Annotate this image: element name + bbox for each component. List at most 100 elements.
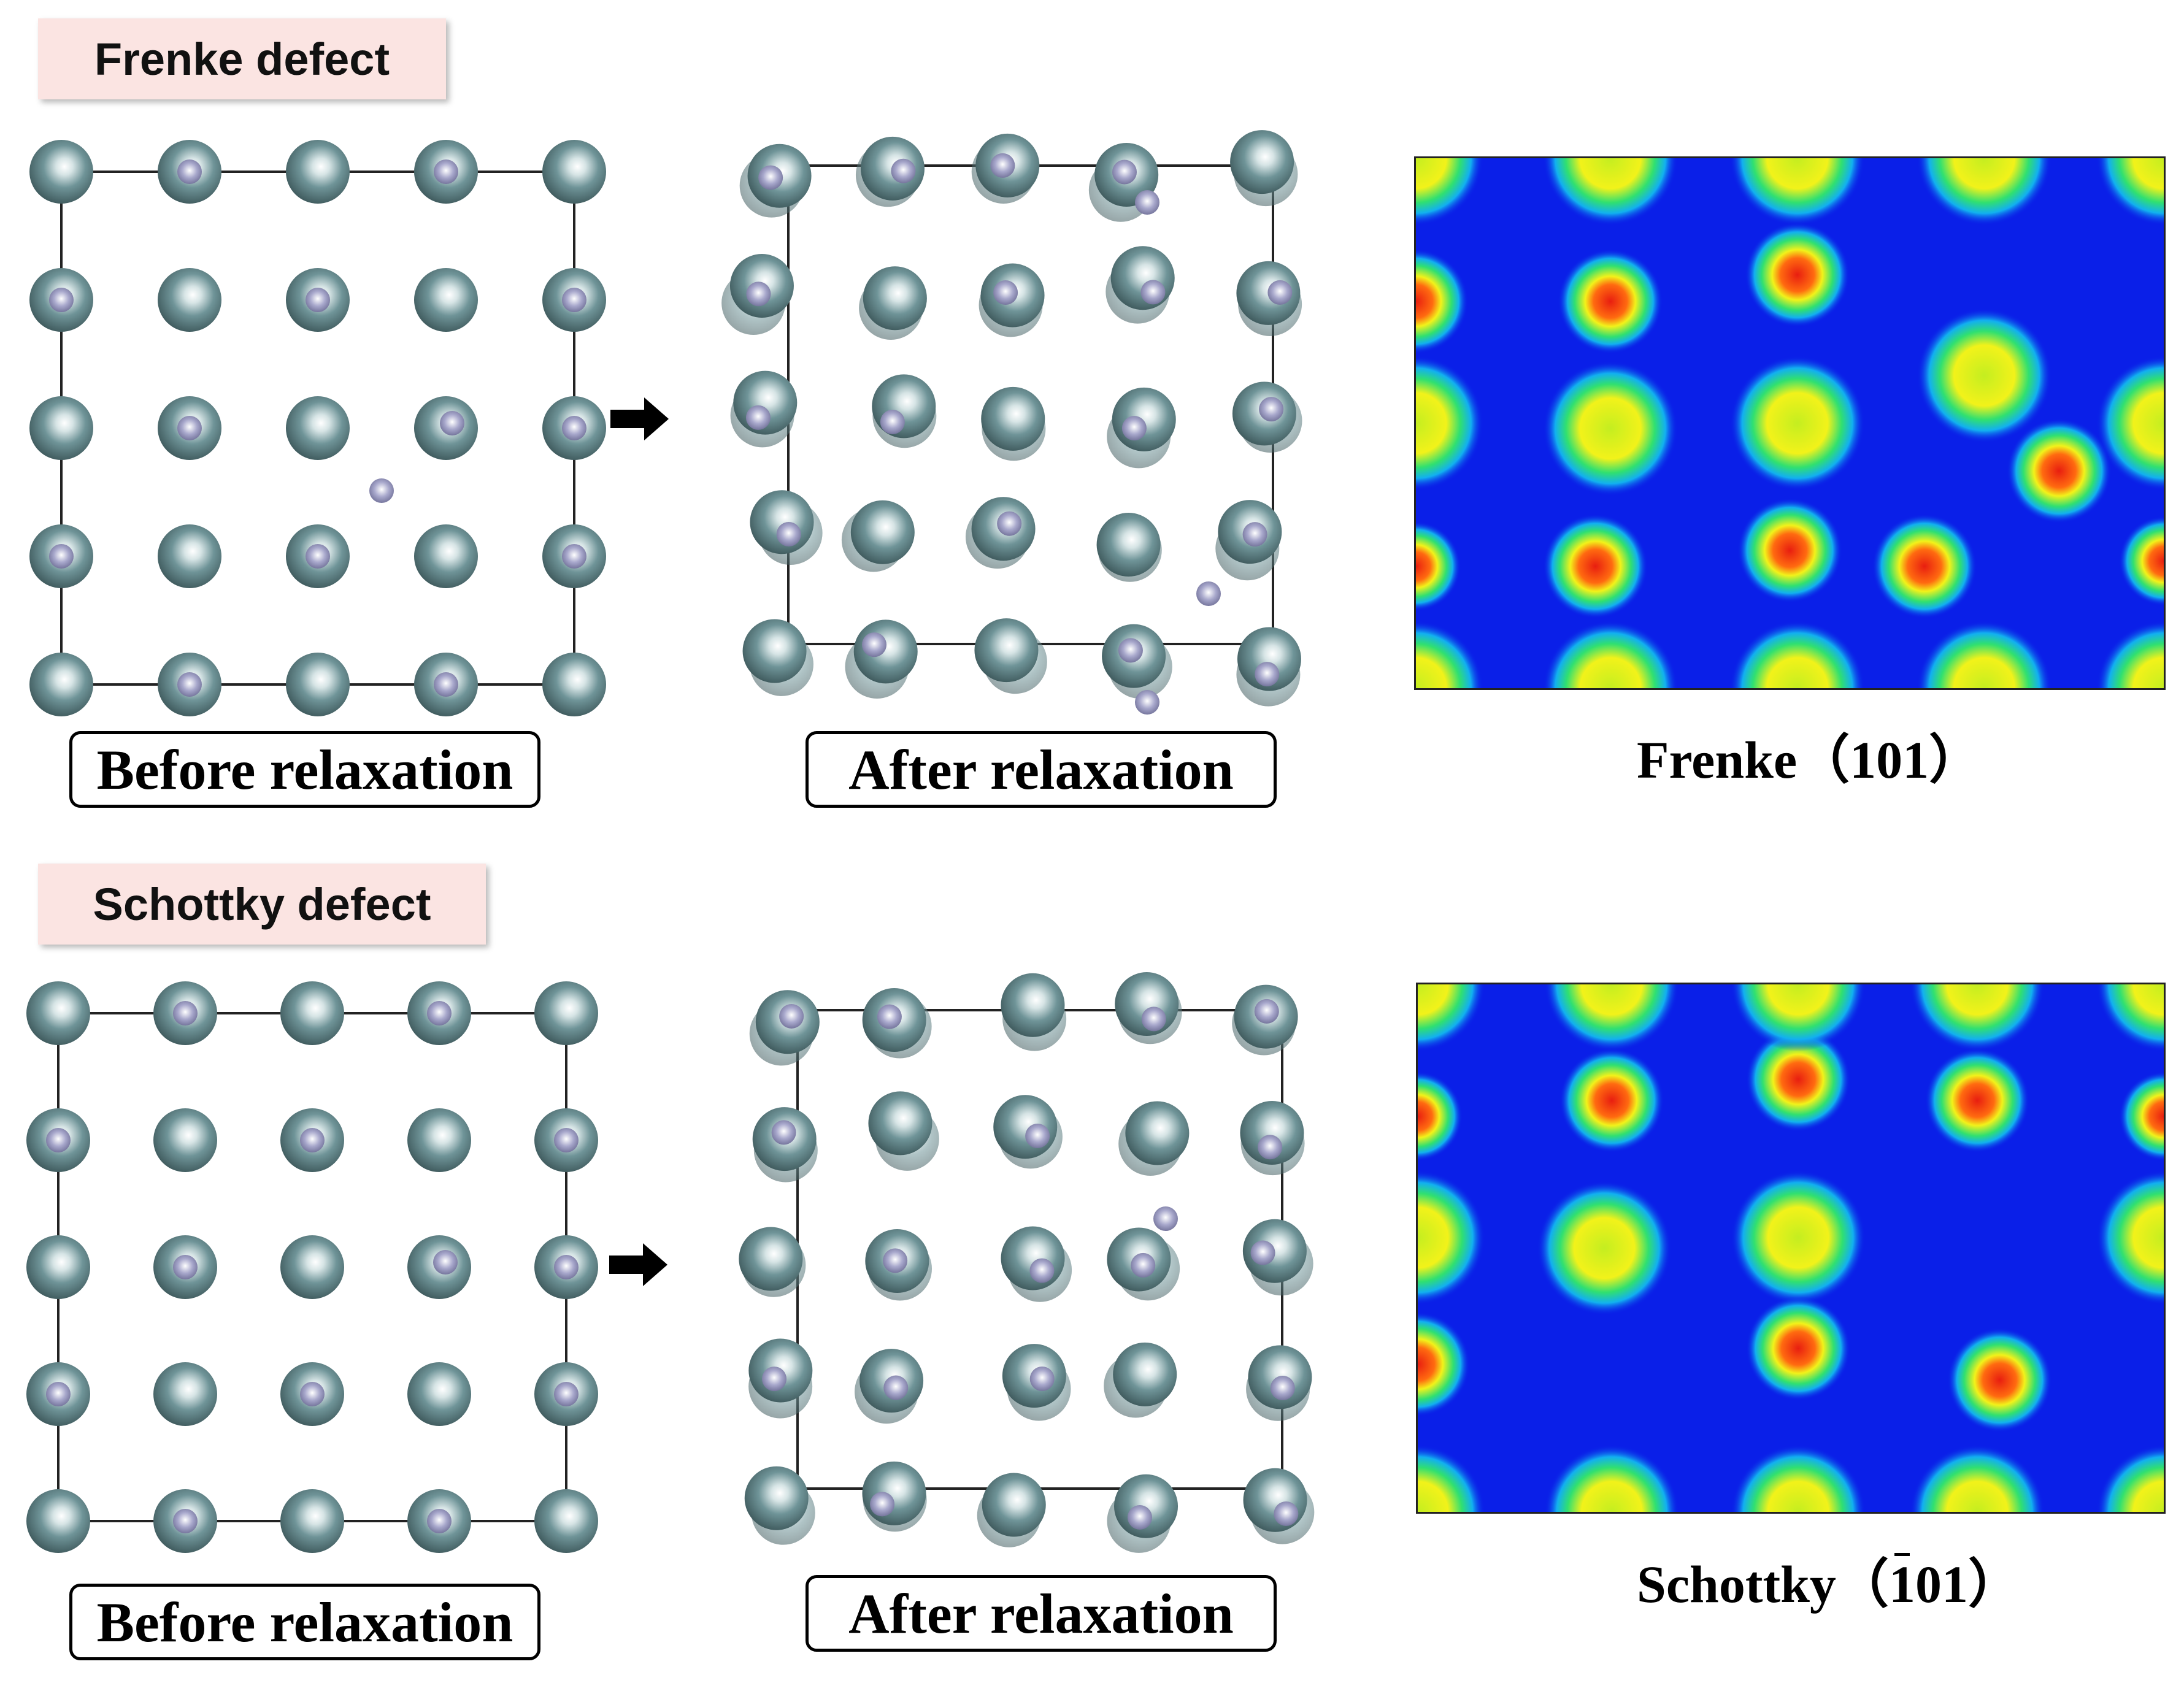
large-atom bbox=[29, 653, 93, 716]
large-atom bbox=[744, 1466, 809, 1530]
small-atom bbox=[177, 416, 202, 440]
small-atom bbox=[562, 416, 586, 440]
small-atom bbox=[883, 1375, 909, 1400]
density-peak bbox=[1543, 361, 1678, 496]
large-atom bbox=[742, 619, 807, 683]
large-atom bbox=[280, 1235, 344, 1299]
large-atom bbox=[1001, 1226, 1065, 1290]
density-peak bbox=[1910, 1444, 2045, 1512]
frenkel-before-caption: Before relaxation bbox=[69, 731, 540, 808]
large-atom bbox=[850, 500, 915, 564]
large-atom bbox=[863, 266, 927, 331]
small-atom bbox=[306, 288, 330, 312]
density-peak bbox=[1872, 513, 1977, 619]
density-peak bbox=[1910, 984, 2045, 1052]
small-atom bbox=[173, 1001, 198, 1026]
large-atom bbox=[534, 981, 598, 1045]
density-peak bbox=[1737, 498, 1842, 603]
small-atom bbox=[46, 1128, 71, 1152]
large-atom bbox=[1125, 1101, 1190, 1165]
small-atom bbox=[1255, 662, 1280, 687]
small-atom bbox=[883, 1248, 908, 1273]
small-atom bbox=[776, 522, 801, 547]
density-peak bbox=[1730, 158, 1865, 226]
small-atom bbox=[1254, 999, 1279, 1024]
density-peak bbox=[2119, 1072, 2164, 1161]
small-atom bbox=[300, 1382, 325, 1406]
density-peak bbox=[1418, 1170, 1485, 1305]
density-peak bbox=[1731, 984, 1866, 1052]
large-atom bbox=[1114, 1474, 1179, 1538]
density-peak bbox=[2096, 356, 2164, 491]
density-peak bbox=[1917, 308, 2052, 443]
large-atom bbox=[981, 386, 1045, 451]
density-peak bbox=[1416, 521, 1461, 611]
large-atom bbox=[1001, 973, 1065, 1037]
large-atom bbox=[414, 524, 478, 588]
density-peak bbox=[1544, 1444, 1679, 1512]
density-peak bbox=[1924, 1048, 2030, 1153]
large-atom bbox=[407, 1362, 471, 1426]
density-peak bbox=[1543, 158, 1678, 226]
frenkel-before-structure bbox=[29, 140, 606, 716]
frenkel-after-structure bbox=[721, 130, 1302, 715]
small-atom bbox=[554, 1128, 579, 1152]
small-atom bbox=[49, 544, 74, 569]
large-atom bbox=[872, 374, 936, 439]
schottky-defect-label: Schottky defect bbox=[38, 864, 486, 945]
large-atom bbox=[26, 981, 90, 1045]
large-atom bbox=[158, 268, 221, 332]
schottky-density-map bbox=[1416, 983, 2166, 1514]
density-peak bbox=[1416, 621, 1483, 688]
small-atom bbox=[1258, 1135, 1283, 1160]
small-atom bbox=[997, 511, 1022, 536]
large-atom bbox=[534, 1489, 598, 1553]
small-atom bbox=[1135, 190, 1159, 215]
small-atom bbox=[771, 1120, 796, 1145]
large-atom bbox=[1112, 387, 1176, 451]
small-atom bbox=[427, 1509, 452, 1533]
small-atom bbox=[46, 1382, 71, 1406]
density-peak bbox=[1917, 621, 2052, 688]
small-atom bbox=[554, 1382, 579, 1406]
small-atom bbox=[306, 544, 330, 569]
small-atom bbox=[779, 1003, 804, 1029]
small-atom bbox=[862, 632, 887, 657]
large-atom bbox=[868, 1091, 932, 1156]
large-atom bbox=[1113, 1342, 1177, 1406]
small-atom bbox=[1242, 522, 1267, 547]
small-atom bbox=[1025, 1124, 1050, 1149]
density-peak bbox=[2118, 516, 2164, 606]
large-atom bbox=[982, 1473, 1046, 1537]
large-atom bbox=[286, 396, 350, 460]
density-peak bbox=[1917, 158, 2052, 226]
large-atom bbox=[286, 653, 350, 716]
small-atom bbox=[562, 288, 586, 312]
small-atom bbox=[49, 288, 74, 312]
small-atom bbox=[434, 159, 458, 184]
density-peak bbox=[1559, 1048, 1664, 1153]
small-atom bbox=[1029, 1366, 1055, 1391]
density-peak bbox=[1729, 356, 1865, 491]
density-peak bbox=[2096, 1444, 2164, 1512]
large-atom bbox=[158, 524, 221, 588]
frenkel-panel: Frenke defect bbox=[0, 0, 2184, 842]
large-atom bbox=[407, 1108, 471, 1172]
small-atom bbox=[1135, 690, 1159, 715]
large-atom bbox=[862, 1461, 926, 1525]
small-atom bbox=[1127, 1505, 1152, 1530]
small-atom bbox=[870, 1492, 895, 1517]
frenkel-map-caption: Frenke（101） bbox=[1637, 730, 1982, 789]
schottky-map-caption: Schottky（101） bbox=[1637, 1555, 2021, 1614]
large-atom bbox=[29, 396, 93, 460]
large-atom bbox=[1240, 1101, 1304, 1165]
density-peak bbox=[1746, 1296, 1851, 1401]
density-peak bbox=[1416, 356, 1483, 491]
small-atom bbox=[1112, 159, 1137, 185]
large-atom bbox=[26, 1235, 90, 1299]
density-peak bbox=[1746, 1027, 1851, 1132]
density-peak bbox=[1731, 1170, 1866, 1305]
small-atom bbox=[1267, 280, 1293, 305]
density-peak bbox=[1418, 1072, 1463, 1161]
density-peak bbox=[1537, 1181, 1672, 1316]
